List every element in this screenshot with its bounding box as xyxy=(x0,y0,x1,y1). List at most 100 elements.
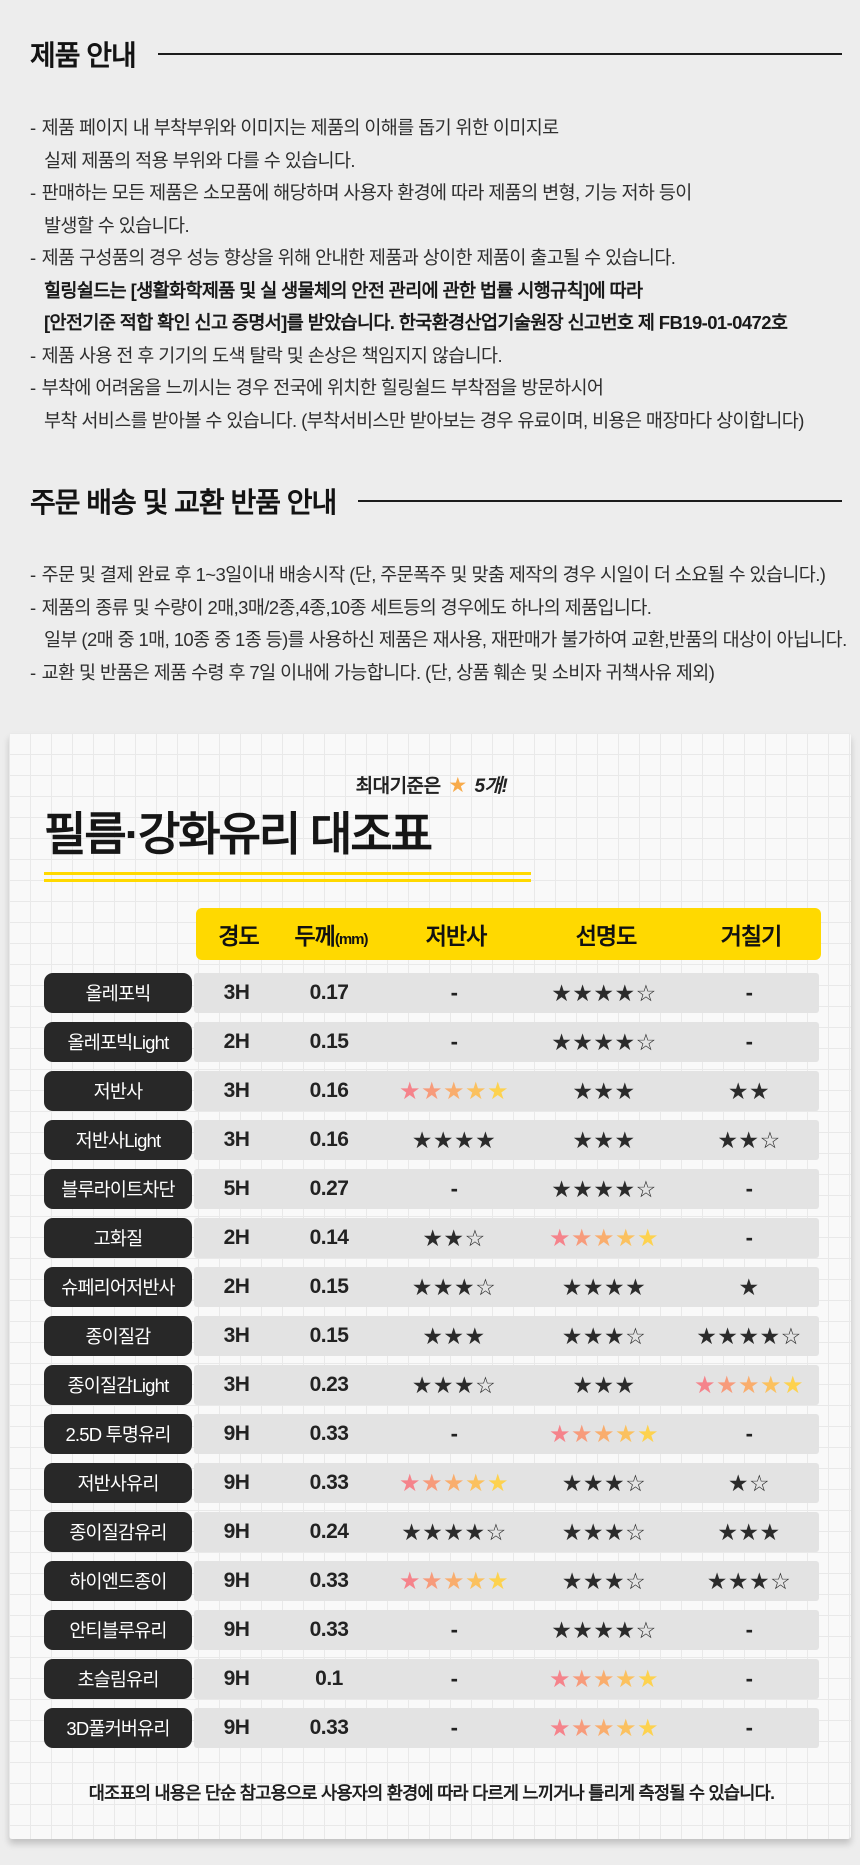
gradient-star-icon: ★ xyxy=(637,1224,660,1252)
rating-cell: ★★★★ xyxy=(379,1127,529,1154)
column-header: 저반사 xyxy=(381,917,531,951)
gradient-star-icon: ★ xyxy=(570,1714,593,1742)
thickness-cell: 0.24 xyxy=(309,1520,349,1544)
max-rating-badge: 최대기준은 ★ 5개! xyxy=(44,771,819,798)
table-row: 종이질감 3H 0.15 ★★★ ★★★☆ ★★★★☆ xyxy=(44,1316,819,1357)
outline-star-icons: ☆ xyxy=(475,1273,497,1300)
note-line: 실제 제품의 적용 부위와 다를 수 있습니다. xyxy=(44,149,356,171)
rating-cell: ★★★☆ xyxy=(529,1519,679,1546)
filled-star-icons: ★★★ xyxy=(572,1371,636,1398)
hardness-cell: 9H xyxy=(223,1422,250,1446)
rating-cell: ★★★☆ xyxy=(679,1568,819,1595)
thickness-cell: 0.1 xyxy=(315,1667,343,1691)
note-line: 발생할 수 있습니다. xyxy=(44,214,190,236)
gradient-star-icon: ★ xyxy=(737,1371,760,1399)
gradient-star-icon: ★ xyxy=(398,1567,421,1595)
rating-cell: ★★★☆ xyxy=(529,1323,679,1350)
rating-cell: ★★★ xyxy=(529,1127,679,1154)
gradient-star-icon: ★ xyxy=(465,1077,488,1105)
rating-cell: ★★★★★ xyxy=(679,1371,819,1400)
thickness-cell: 0.15 xyxy=(309,1324,349,1348)
product-type-label: 올레포빅Light xyxy=(44,1022,192,1063)
filled-star-icons: ★★★★ xyxy=(401,1518,486,1545)
hardness-cell: 2H xyxy=(223,1030,250,1054)
note-line: - 제품의 종류 및 수량이 2매,3매/2종,4종,10종 세트등의 경우에도 … xyxy=(30,596,652,618)
hardness-cell: 9H xyxy=(223,1471,250,1495)
note-line: - 판매하는 모든 제품은 소모품에 해당하며 사용자 환경에 따라 제품의 변형… xyxy=(30,182,692,203)
column-header-label: 경도 xyxy=(218,923,259,950)
row-values: 3H 0.16 ★★★★★ ★★★ ★★ xyxy=(194,1071,819,1112)
rating-cell: ★★★★★ xyxy=(529,1665,679,1694)
rating-cell: ★★★☆ xyxy=(379,1372,529,1399)
column-header: 선명도 xyxy=(531,917,681,951)
filled-star-icons: ★★★★ xyxy=(551,1175,636,1202)
gradient-star-icon: ★ xyxy=(420,1077,443,1105)
thickness-cell: 0.33 xyxy=(309,1618,349,1642)
order-notes-list: - 주문 및 결제 완료 후 1~3일이내 배송시작 (단, 주문폭주 및 맞춤 … xyxy=(30,559,847,689)
note-line: 일부 (2매 중 1매, 10종 중 1종 등)를 사용하신 제품은 재사용, … xyxy=(44,629,847,650)
product-type-label: 블루라이트차단 xyxy=(44,1169,192,1210)
thickness-cell: 0.33 xyxy=(309,1716,349,1740)
filled-star-icons: ★★ xyxy=(727,1077,771,1104)
rating-cell: - xyxy=(450,1666,458,1692)
rating-cell: - xyxy=(450,1421,458,1447)
column-header-label: 선명도 xyxy=(575,923,637,950)
bullet-dash: - xyxy=(30,117,36,138)
row-values: 2H 0.15 - ★★★★☆ - xyxy=(194,1022,819,1063)
table-header-row: 경도 두께(mm) 저반사 선명도 거칠기 xyxy=(196,908,821,961)
hardness-cell: 2H xyxy=(223,1226,250,1250)
gradient-star-icon: ★ xyxy=(592,1714,615,1742)
outline-star-icons: ☆ xyxy=(635,1028,657,1055)
table-row: 3D풀커버유리 9H 0.33- ★★★★★ - xyxy=(44,1708,819,1749)
gradient-star-icon: ★ xyxy=(592,1224,615,1252)
note-line: 힐링쉴드는 [생활화학제품 및 실 생물체의 안전 관리에 관한 법률 시행규칙… xyxy=(44,279,643,301)
thickness-cell: 0.16 xyxy=(309,1079,349,1103)
row-values: 3H 0.16 ★★★★ ★★★ ★★☆ xyxy=(194,1120,819,1161)
note-line: - 제품 페이지 내 부착부위와 이미지는 제품의 이해를 돕기 위한 이미지로 xyxy=(30,117,559,138)
hardness-cell: 3H xyxy=(223,1373,250,1397)
outline-star-icons: ☆ xyxy=(780,1322,802,1349)
hardness-cell: 3H xyxy=(223,1079,250,1103)
bullet-dash: - xyxy=(30,564,36,585)
rating-cell: ★ xyxy=(679,1274,819,1301)
rating-cell: ★★★★☆ xyxy=(529,1176,679,1203)
filled-star-icons: ★★★★ xyxy=(551,1028,636,1055)
product-section-title: 제품 안내 xyxy=(30,40,137,71)
gradient-star-icon: ★ xyxy=(420,1567,443,1595)
row-values: 9H 0.33 ★★★★★ ★★★☆ ★☆ xyxy=(194,1463,819,1504)
note-line: - 제품 사용 전 후 기기의 도색 탈락 및 손상은 책임지지 않습니다. xyxy=(30,344,503,366)
hardness-cell: 9H xyxy=(223,1569,250,1593)
outline-star-icons: ☆ xyxy=(759,1126,781,1153)
order-section-header: 주문 배송 및 교환 반품 안내 xyxy=(30,481,842,521)
rating-cell: ★★★★★ xyxy=(379,1077,529,1106)
underline-bar xyxy=(44,872,531,876)
rating-cell: ★★★★☆ xyxy=(679,1323,819,1350)
product-type-label: 2.5D 투명유리 xyxy=(44,1414,192,1455)
rating-cell: ★☆ xyxy=(679,1470,819,1497)
filled-star-icons: ★★★ xyxy=(411,1273,476,1300)
rating-cell: ★★★☆ xyxy=(379,1274,529,1301)
filled-star-icons: ★★★★ xyxy=(551,1616,636,1643)
gradient-star-icon: ★ xyxy=(615,1665,638,1693)
thickness-cell: 0.33 xyxy=(309,1471,349,1495)
rating-cell: ★★★ xyxy=(679,1519,819,1546)
table-row: 올레포빅 3H 0.17 - ★★★★☆ - xyxy=(44,973,819,1014)
rating-cell: ★★★★☆ xyxy=(379,1519,529,1546)
gradient-star-icon: ★ xyxy=(615,1714,638,1742)
rating-cell: ★★★☆ xyxy=(529,1470,679,1497)
rating-cell: ★★★ xyxy=(379,1323,529,1350)
outline-star-icons: ☆ xyxy=(770,1567,792,1594)
filled-star-icons: ★★★ xyxy=(561,1322,626,1349)
table-row: 저반사유리 9H 0.33 ★★★★★ ★★★☆ ★☆ xyxy=(44,1463,819,1504)
gradient-star-icon: ★ xyxy=(548,1714,571,1742)
note-line: - 부착에 어려움을 느끼시는 경우 전국에 위치한 힐링쉴드 부착점을 방문하시… xyxy=(30,377,604,398)
table-row: 저반사 3H 0.16 ★★★★★ ★★★ ★★ xyxy=(44,1071,819,1112)
underline-bar xyxy=(44,879,531,883)
gradient-star-icon: ★ xyxy=(548,1665,571,1693)
note-line: - 교환 및 반품은 제품 수령 후 7일 이내에 가능합니다. (단, 상품 훼… xyxy=(30,661,715,683)
rating-cell: - xyxy=(745,1715,753,1741)
column-header: 경도 xyxy=(196,917,281,951)
row-values: 9H 0.33 - ★★★★☆ - xyxy=(194,1610,819,1651)
filled-star-icons: ★★★ xyxy=(572,1126,636,1153)
column-header: 거칠기 xyxy=(681,917,821,951)
